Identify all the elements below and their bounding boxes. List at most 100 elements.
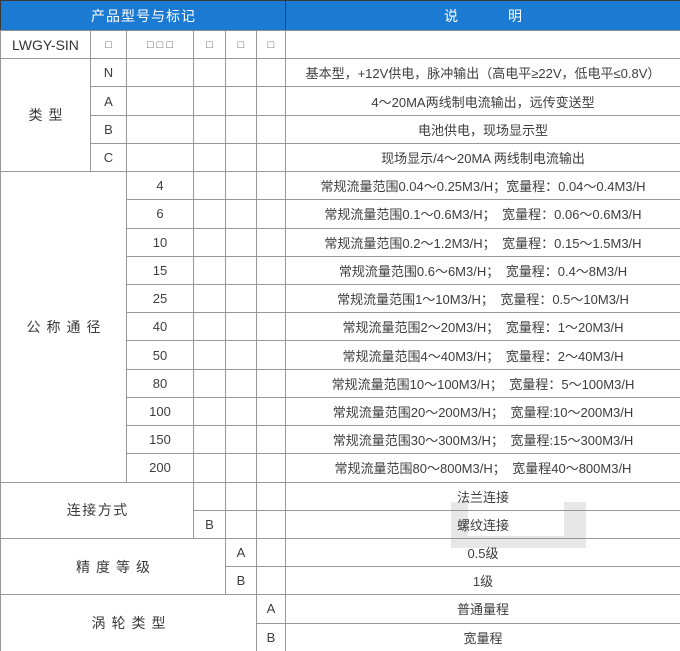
type-section-label: 类型 — [0, 58, 91, 173]
diameter-desc-cell: 常规流量范围0.04～0.25M3/H；宽量程：0.04～0.4M3/H — [285, 171, 680, 201]
type-code-cell: B — [90, 114, 127, 144]
type-code-cell: A — [90, 86, 127, 116]
model-slot-cell: □ — [225, 29, 257, 60]
empty-cell — [256, 368, 286, 398]
diameter-desc-cell: 常规流量范围80～800M3/H； 宽量程40～800M3/H — [285, 453, 680, 483]
type-section-label-text: 类型 — [28, 107, 69, 124]
empty-cell — [225, 58, 257, 88]
connection-code-cell — [193, 481, 226, 511]
turbine-section-label: 涡轮类型 — [0, 594, 257, 651]
empty-cell — [225, 481, 257, 511]
header-model-label: 产品型号与标记 — [91, 7, 196, 24]
empty-cell — [256, 255, 286, 285]
diameter-size-cell: 6 — [126, 199, 194, 229]
empty-cell — [225, 453, 257, 483]
empty-cell — [225, 255, 257, 285]
turbine-desc-cell: 宽量程 — [285, 622, 680, 651]
empty-cell — [256, 142, 286, 173]
diameter-desc-cell: 常规流量范围10～100M3/H； 宽量程：5～100M3/H — [285, 368, 680, 398]
diameter-size-cell: 100 — [126, 396, 194, 427]
type-row: B 电池供电，现场显示型 — [1, 114, 680, 144]
header-model-cell: 产品型号与标记 — [0, 0, 286, 31]
connection-desc-cell: 法兰连接 — [285, 481, 680, 511]
header-desc-cell: 说明 — [285, 0, 680, 31]
empty-cell — [256, 566, 286, 596]
turbine-code-cell: B — [256, 622, 286, 651]
empty-cell — [256, 312, 286, 342]
model-desc-cell — [285, 29, 680, 60]
diameter-section-label: 公称通径 — [0, 171, 127, 483]
type-code-cell: C — [90, 142, 127, 173]
table-header-row: 产品型号与标记 说明 — [0, 0, 680, 31]
empty-cell — [193, 396, 226, 427]
accuracy-row: 精度等级 A 0.5级 — [0, 537, 680, 596]
turbine-section-label-text: 涡轮类型 — [91, 615, 172, 632]
turbine-row: B 宽量程 — [1, 622, 680, 651]
empty-cell — [193, 368, 226, 398]
type-desc-cell: 现场显示/4～20MA 两线制电流输出 — [285, 142, 680, 173]
empty-cell — [225, 340, 257, 370]
empty-cell — [256, 340, 286, 370]
empty-cell — [193, 58, 226, 88]
diameter-size-cell: 150 — [126, 425, 194, 455]
model-row: LWGY-SIN □ □ □ □ □ □ □ — [0, 29, 680, 60]
type-row: A 4～20MA两线制电流输出，远传变送型 — [1, 86, 680, 116]
empty-cell — [225, 312, 257, 342]
empty-cell — [256, 227, 286, 257]
accuracy-row: B 1级 — [1, 566, 680, 596]
empty-cell — [126, 114, 194, 144]
model-slot-cell: □ — [193, 29, 226, 60]
empty-cell — [126, 142, 194, 173]
accuracy-code-cell: A — [225, 537, 257, 568]
diameter-desc-cell: 常规流量范围4～40M3/H； 宽量程：2～40M3/H — [285, 340, 680, 370]
empty-cell — [193, 114, 226, 144]
connection-section-label-text: 连接方式 — [66, 502, 129, 519]
diameter-row: 200 常规流量范围80～800M3/H； 宽量程40～800M3/H — [1, 453, 680, 483]
empty-cell — [256, 199, 286, 229]
diameter-row: 10 常规流量范围0.2～1.2M3/H； 宽量程：0.15～1.5M3/H — [1, 227, 680, 257]
empty-cell — [256, 481, 286, 511]
accuracy-section-label-text: 精度等级 — [76, 558, 156, 575]
model-name-cell: LWGY-SIN — [0, 29, 91, 60]
diameter-row: 15 常规流量范围0.6～6M3/H； 宽量程：0.4～8M3/H — [1, 255, 680, 285]
empty-cell — [126, 58, 194, 88]
empty-cell — [225, 199, 257, 229]
empty-cell — [256, 86, 286, 116]
model-slot-cell: □ □ □ — [126, 29, 194, 60]
empty-cell — [126, 86, 194, 116]
connection-desc-cell: 螺纹连接 — [285, 509, 680, 539]
type-code-cell: N — [90, 58, 127, 88]
model-slot-cell: □ — [256, 29, 286, 60]
diameter-section-label-text: 公称通径 — [26, 318, 107, 335]
type-desc-cell: 基本型，+12V供电，脉冲输出（高电平≥22V，低电平≤0.8V） — [285, 58, 680, 88]
diameter-size-cell: 80 — [126, 368, 194, 398]
diameter-desc-cell: 常规流量范围0.1～0.6M3/H； 宽量程：0.06～0.6M3/H — [285, 199, 680, 229]
empty-cell — [256, 425, 286, 455]
empty-cell — [225, 171, 257, 201]
empty-cell — [225, 114, 257, 144]
empty-cell — [225, 425, 257, 455]
type-desc-cell: 4～20MA两线制电流输出，远传变送型 — [285, 86, 680, 116]
diameter-row: 80 常规流量范围10～100M3/H； 宽量程：5～100M3/H — [1, 368, 680, 398]
empty-cell — [225, 227, 257, 257]
empty-cell — [225, 283, 257, 314]
diameter-row: 150 常规流量范围30～300M3/H； 宽量程:15～300M3/H — [1, 425, 680, 455]
turbine-row: 涡轮类型 A 普通量程 — [0, 594, 680, 651]
diameter-row: 公称通径 4 常规流量范围0.04～0.25M3/H；宽量程：0.04～0.4M… — [0, 171, 680, 483]
empty-cell — [193, 86, 226, 116]
diameter-size-cell: 15 — [126, 255, 194, 285]
connection-code-cell: B — [193, 509, 226, 539]
type-row: C 现场显示/4～20MA 两线制电流输出 — [1, 142, 680, 173]
empty-cell — [225, 368, 257, 398]
empty-cell — [193, 199, 226, 229]
empty-cell — [256, 453, 286, 483]
turbine-desc-cell: 普通量程 — [285, 594, 680, 624]
diameter-size-cell: 50 — [126, 340, 194, 370]
diameter-desc-cell: 常规流量范围20～200M3/H； 宽量程:10～200M3/H — [285, 396, 680, 427]
model-slot-cell: □ — [90, 29, 127, 60]
type-desc-cell: 电池供电，现场显示型 — [285, 114, 680, 144]
empty-cell — [256, 509, 286, 539]
accuracy-section-label: 精度等级 — [0, 537, 226, 596]
empty-cell — [193, 171, 226, 201]
